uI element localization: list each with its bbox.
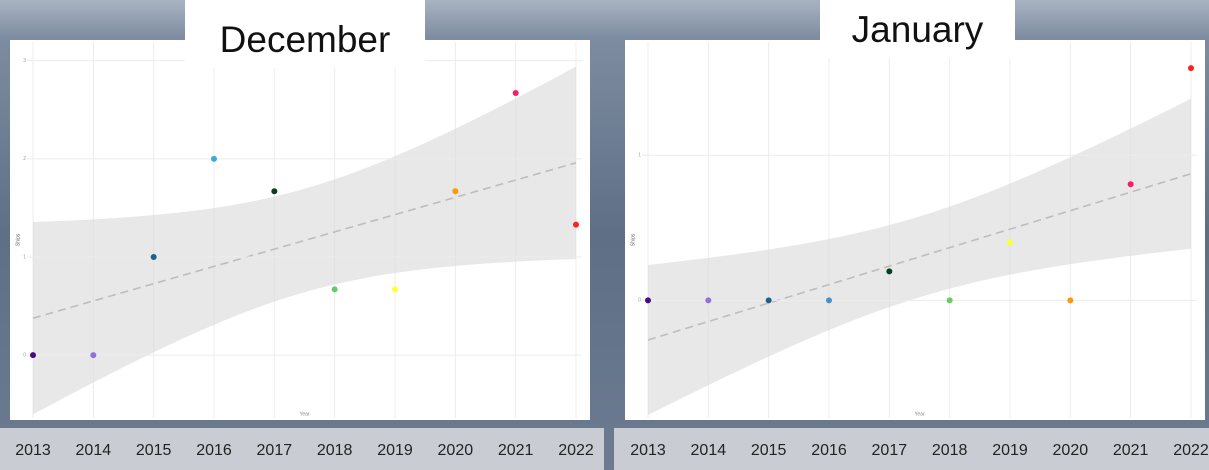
x-tick-label: 2016 (811, 442, 847, 459)
x-tick-label: 2013 (630, 442, 666, 459)
x-tick-label: 2016 (196, 442, 232, 459)
point (271, 188, 277, 194)
slide: 0 1 2 3 2013 2014 2015 2016 2017 2018 2019 2020 2021… (0, 0, 1209, 470)
x-tick-label: 2019 (377, 442, 413, 459)
point (645, 297, 651, 303)
x-tick-label: 2021 (1113, 442, 1149, 459)
point (332, 286, 338, 292)
x-tick-label: 2017 (872, 442, 908, 459)
y-tick-label: 1 (23, 254, 26, 260)
y-tick-label: 3 (23, 58, 26, 64)
x-tick-label: 2015 (751, 442, 787, 459)
point (705, 297, 711, 303)
x-tick-label: 2020 (438, 442, 474, 459)
x-tick-label: 2022 (558, 442, 594, 459)
chart-title: January (852, 9, 984, 50)
point (211, 156, 217, 162)
x-tick-label: 2015 (136, 442, 172, 459)
x-tick-label: 2020 (1053, 442, 1089, 459)
point (513, 90, 519, 96)
point (1007, 239, 1013, 245)
point (947, 297, 953, 303)
x-tick-label: 2018 (932, 442, 968, 459)
point (886, 268, 892, 274)
y-tick-label: 0 (23, 352, 26, 358)
y-tick-label: 2 (23, 156, 26, 162)
y-axis-label: Ships (630, 233, 636, 246)
point (392, 286, 398, 292)
point (452, 188, 458, 194)
point (1128, 181, 1134, 187)
point (573, 222, 579, 228)
point (826, 297, 832, 303)
x-tick-label: 2019 (992, 442, 1028, 459)
point (90, 352, 96, 358)
x-tick-label: 2014 (691, 442, 727, 459)
x-tick-label: 2018 (317, 442, 353, 459)
x-tick-label: 2021 (498, 442, 534, 459)
x-tick-label: 2014 (76, 442, 112, 459)
point (151, 254, 157, 260)
point (1067, 297, 1073, 303)
point (30, 352, 36, 358)
y-tick-label: 0 (638, 298, 641, 304)
y-tick-label: 1 (638, 153, 641, 159)
chart-title: December (220, 19, 391, 60)
x-axis-label: Year (299, 411, 309, 417)
x-tick-label: 2022 (1173, 442, 1209, 459)
point (766, 297, 772, 303)
point (1188, 65, 1194, 71)
x-tick-label: 2017 (257, 442, 293, 459)
x-tick-label: 2013 (15, 442, 51, 459)
y-axis-label: Ships (15, 233, 21, 246)
x-axis-label: Year (914, 411, 924, 417)
